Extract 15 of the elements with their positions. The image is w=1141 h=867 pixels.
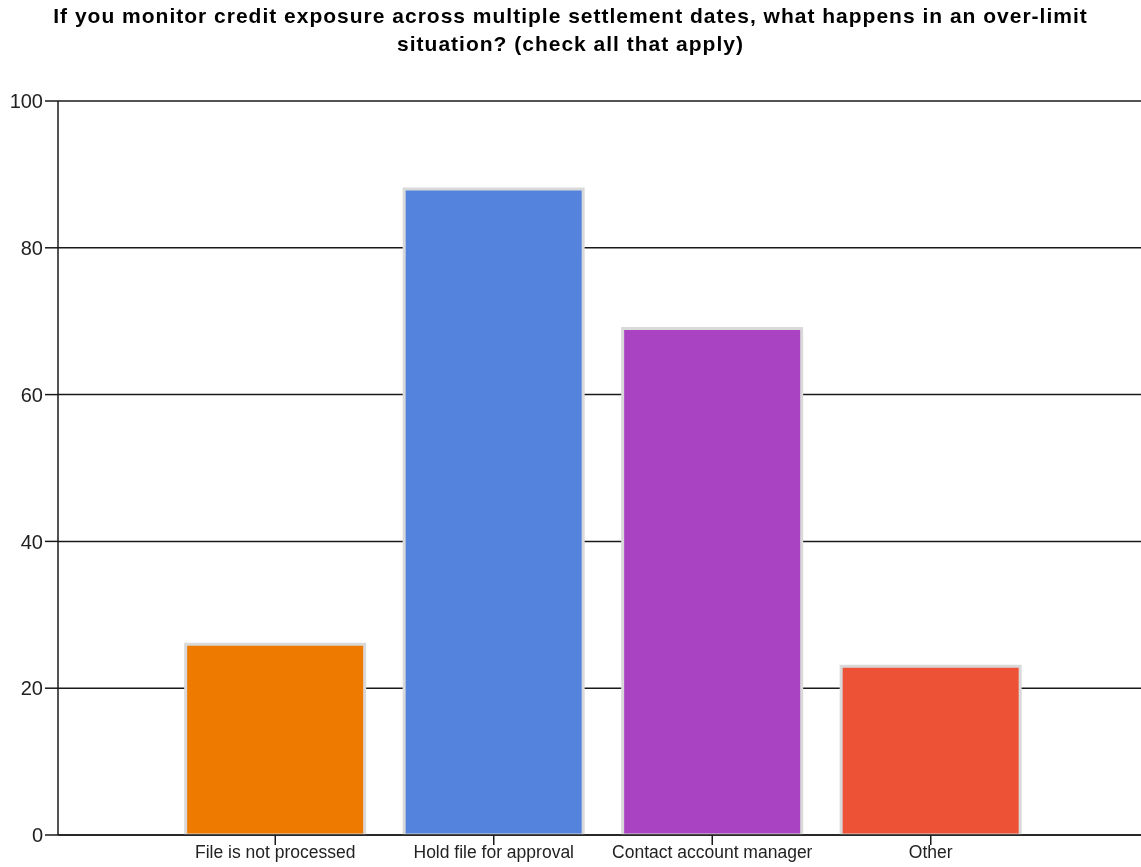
x-tick-label: Hold file for approval <box>413 842 574 863</box>
y-tick-label: 40 <box>20 530 43 553</box>
chart-title: If you monitor credit exposure across multiple settlement dates, what happens in an over-limit situation? (check all that apply) <box>52 3 1089 57</box>
x-tick-label: File is not processed <box>195 842 356 863</box>
y-tick-label: 60 <box>20 383 43 406</box>
y-tick-label: 0 <box>31 824 43 847</box>
y-tick-label: 100 <box>9 90 43 113</box>
bar <box>621 327 804 835</box>
y-tick-label: 20 <box>20 677 43 700</box>
x-tick-label: Other <box>908 842 953 863</box>
bar <box>839 664 1022 835</box>
y-tick-label: 80 <box>20 236 43 259</box>
bar <box>184 642 367 835</box>
bar <box>402 187 585 835</box>
x-tick-label: Contact account manager <box>612 842 813 863</box>
